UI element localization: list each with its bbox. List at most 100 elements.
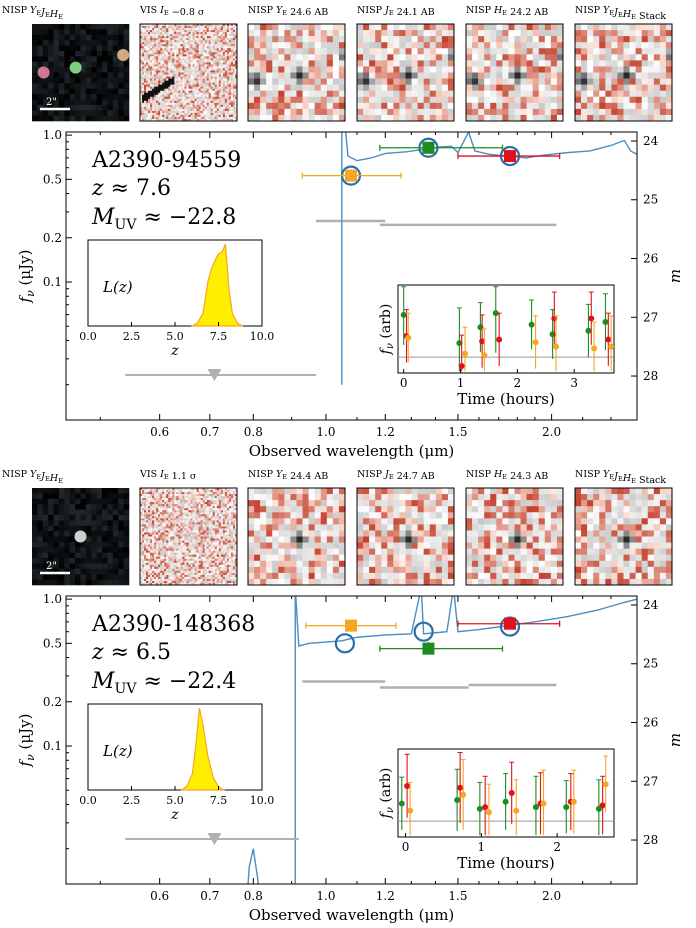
cutout-pixel: [48, 29, 54, 36]
cutout-pixel: [48, 493, 54, 500]
cutout-pixel: [290, 48, 297, 55]
cutout-pixel: [32, 525, 38, 532]
cutout-pixel: [123, 541, 130, 548]
cutout-pixel: [144, 554, 147, 558]
cutout-pixel: [156, 542, 159, 545]
cutout-pixel: [220, 98, 224, 102]
cutout-pixel: [194, 42, 197, 45]
cutout-pixel: [144, 96, 147, 100]
cutout-pixel: [146, 76, 149, 79]
cutout-pixel: [212, 38, 216, 41]
cutout-pixel: [168, 536, 171, 539]
cutout-pixel: [144, 542, 147, 545]
cutout-pixel: [184, 44, 187, 47]
cutout-pixel: [160, 494, 163, 497]
cutout-pixel: [659, 24, 667, 31]
cutout-pixel: [184, 78, 187, 81]
cutout-pixel: [158, 118, 161, 122]
cutout-pixel: [158, 60, 161, 63]
cutout-pixel: [466, 48, 473, 55]
cutout-pixel: [152, 28, 155, 31]
cutout-pixel: [75, 579, 81, 586]
cutout-pixel: [399, 72, 406, 79]
cutout-pixel: [168, 500, 171, 503]
cutout-pixel: [64, 563, 71, 570]
cutout-pixel: [200, 74, 203, 77]
cutout-pixel: [184, 98, 187, 102]
cutout-pixel: [192, 108, 195, 112]
cutout-pixel: [234, 36, 238, 39]
cutout-pixel: [158, 28, 161, 31]
cutout-pixel: [146, 92, 149, 96]
cutout-pixel: [508, 42, 515, 49]
cutout-pixel: [146, 530, 149, 533]
cutout-pixel: [160, 98, 163, 102]
cutout-pixel: [429, 42, 437, 49]
cutout-pixel: [85, 509, 92, 516]
cutout-pixel: [232, 106, 236, 110]
cutout-pixel: [152, 58, 155, 61]
cutout-pixel: [156, 504, 159, 507]
cutout-pixel: [158, 66, 161, 69]
cutout-pixel: [502, 66, 509, 73]
cutout-pixel: [144, 490, 147, 493]
cutout-pixel: [150, 74, 153, 77]
cutout-pixel: [58, 541, 65, 548]
cutout-pixel: [393, 54, 400, 61]
cutout-pixel: [152, 104, 155, 108]
cutout-pixel: [154, 562, 157, 566]
cutout-pixel: [140, 86, 143, 89]
cutout-pixel: [224, 32, 228, 35]
cutout-pixel: [118, 574, 124, 580]
cutout-pixel: [387, 60, 394, 67]
cutout-pixel: [152, 102, 155, 106]
cutout-pixel: [32, 574, 38, 580]
cutout-pixel: [214, 76, 218, 79]
cutout-pixel: [172, 112, 175, 116]
cutout-pixel: [611, 90, 618, 98]
cutout-pixel: [260, 78, 267, 85]
cutout-pixel: [154, 494, 157, 497]
cutout-pixel: [168, 68, 171, 71]
cutout-pixel: [166, 524, 169, 527]
cutout-pixel: [142, 512, 145, 515]
cutout-pixel: [107, 552, 114, 559]
cutout-pixel: [188, 98, 191, 102]
cutout-pixel: [148, 74, 151, 77]
cutout-pixel: [296, 42, 303, 49]
cutout-pixel: [423, 96, 431, 104]
cutout-pixel: [160, 102, 163, 106]
cutout-pixel: [170, 100, 173, 104]
cutout-pixel: [37, 488, 44, 494]
x-axis-label: Observed wavelength (μm): [249, 442, 455, 460]
cutout-pixel: [42, 77, 49, 84]
cutout-pixel: [204, 44, 207, 47]
cutout-pixel: [302, 96, 309, 104]
cutout-pixel: [102, 568, 108, 575]
cutout-pixel: [156, 570, 159, 574]
inset-lc-tick-label: 2: [514, 376, 522, 390]
cutout-pixel: [296, 48, 303, 55]
cutout-pixel: [166, 506, 169, 509]
cutout-pixel: [160, 576, 163, 580]
cutout-pixel: [188, 86, 191, 89]
cutout-pixel: [164, 60, 167, 63]
cutout-pixel: [148, 534, 151, 537]
cutout-pixel: [214, 64, 218, 67]
inset-lc-point-H: [479, 338, 486, 345]
cutout-pixel: [194, 62, 197, 65]
cutout-pixel: [32, 509, 38, 516]
cutout-pixel: [156, 554, 159, 558]
cutout-pixel: [220, 70, 224, 73]
cutout-pixel: [64, 552, 71, 559]
cutout-pixel: [154, 38, 157, 41]
cutout-pixel: [296, 24, 303, 31]
cutout-pixel: [156, 74, 159, 77]
cutout-pixel: [158, 80, 161, 83]
cutout-pixel: [186, 110, 189, 114]
cutout-pixel: [166, 64, 169, 67]
cutout-pixel: [411, 24, 418, 31]
cutout-pixel: [112, 536, 119, 543]
cutout-pixel: [202, 58, 205, 61]
cutout-pixel: [148, 48, 151, 51]
